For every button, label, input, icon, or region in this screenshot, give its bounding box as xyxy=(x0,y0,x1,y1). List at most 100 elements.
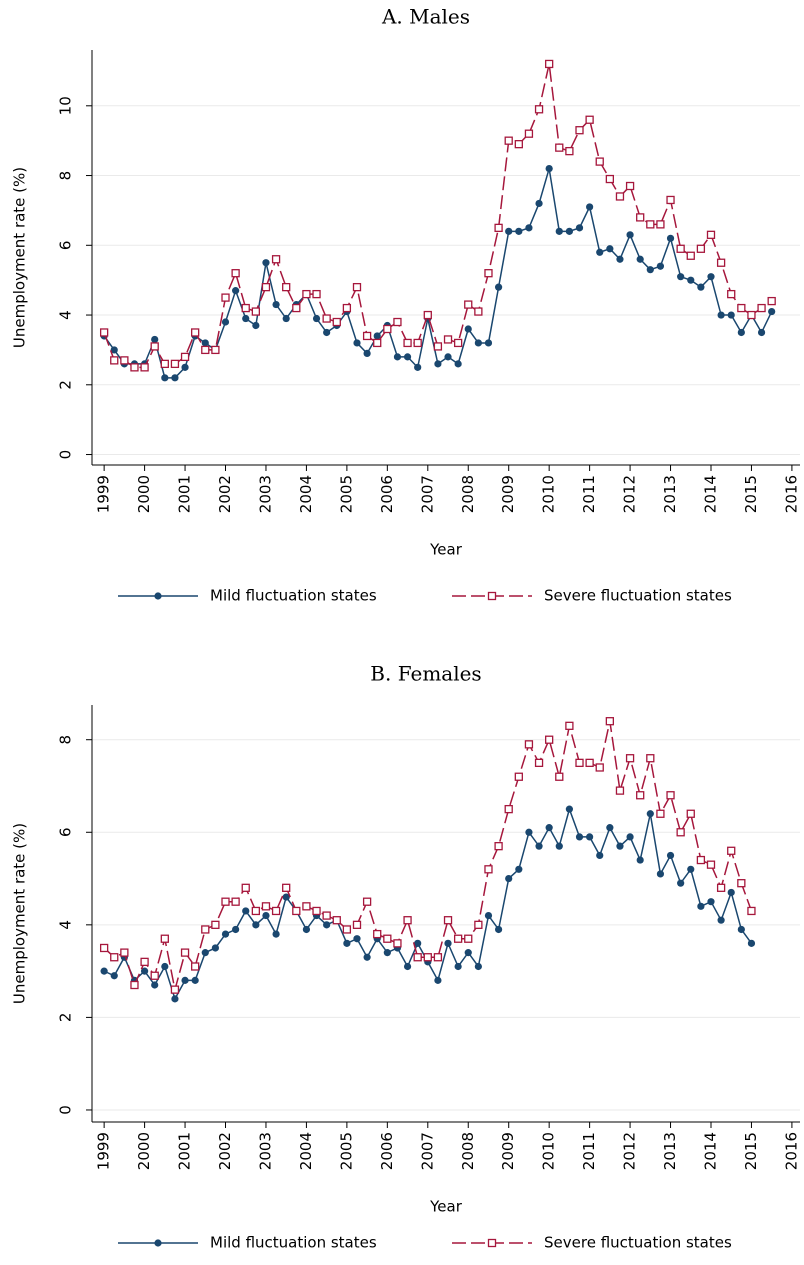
x-tick-label: 2003 xyxy=(256,1132,274,1170)
data-point xyxy=(677,273,685,281)
data-point xyxy=(666,791,675,800)
data-point xyxy=(686,251,695,260)
data-point xyxy=(353,339,361,347)
data-point xyxy=(332,916,341,925)
data-point xyxy=(484,911,493,920)
data-point xyxy=(252,321,260,330)
data-point xyxy=(211,345,220,355)
data-point xyxy=(434,360,442,368)
data-point xyxy=(99,943,109,953)
x-tick-label: 2010 xyxy=(540,475,558,513)
data-point xyxy=(150,342,159,351)
data-point xyxy=(474,307,483,316)
data-point xyxy=(292,906,301,916)
y-axis-label: Unemployment rate (%) xyxy=(11,823,29,1004)
data-point xyxy=(373,929,382,939)
data-point xyxy=(312,289,321,299)
data-point xyxy=(505,227,513,235)
data-point xyxy=(181,976,189,984)
data-point xyxy=(130,363,139,372)
data-point xyxy=(453,934,463,943)
data-point xyxy=(403,962,412,971)
x-tick-label: 2007 xyxy=(418,1132,436,1170)
x-tick-label: 2016 xyxy=(782,475,800,513)
data-point xyxy=(302,925,311,934)
data-point xyxy=(140,363,149,372)
legend-label: Mild fluctuation states xyxy=(210,587,377,605)
data-point xyxy=(464,325,472,333)
data-point xyxy=(615,192,625,201)
data-point xyxy=(434,976,442,984)
data-point xyxy=(596,248,604,256)
data-point xyxy=(242,907,250,915)
data-point xyxy=(272,300,280,309)
legend-label: Severe fluctuation states xyxy=(544,587,732,605)
x-axis-label: Year xyxy=(429,541,463,559)
data-point xyxy=(525,828,533,836)
data-point xyxy=(767,296,776,306)
series-line xyxy=(103,806,753,1001)
data-point xyxy=(352,282,362,292)
data-point xyxy=(261,902,271,911)
data-point xyxy=(696,855,706,865)
x-tick-label: 2001 xyxy=(176,475,194,513)
data-point xyxy=(170,985,180,994)
data-point xyxy=(716,883,726,892)
data-point xyxy=(646,220,655,229)
data-point xyxy=(322,314,331,323)
data-point xyxy=(444,353,452,361)
data-point xyxy=(231,269,240,278)
x-tick-label: 2002 xyxy=(216,475,234,513)
x-tick-label: 2014 xyxy=(701,475,719,513)
legend-marker xyxy=(154,1239,162,1247)
data-point xyxy=(625,181,635,191)
data-point xyxy=(110,953,119,962)
data-point xyxy=(211,944,219,952)
data-point xyxy=(534,105,544,114)
data-point xyxy=(666,195,675,205)
data-point xyxy=(282,282,291,292)
data-point xyxy=(494,925,503,934)
x-tick-label: 2008 xyxy=(459,1132,477,1170)
data-point xyxy=(666,851,675,860)
data-point xyxy=(403,916,412,925)
data-point xyxy=(221,318,230,326)
data-point xyxy=(747,906,756,916)
data-point xyxy=(373,338,382,348)
data-point xyxy=(656,262,665,270)
data-point xyxy=(414,363,422,371)
data-point xyxy=(494,223,503,233)
data-point xyxy=(393,317,402,327)
data-point xyxy=(545,59,554,69)
data-point xyxy=(555,227,563,235)
data-point xyxy=(575,758,584,768)
data-point xyxy=(626,231,634,239)
data-point xyxy=(727,888,735,897)
data-point xyxy=(323,921,331,929)
data-point xyxy=(171,374,179,382)
data-point xyxy=(697,902,705,910)
data-point xyxy=(545,164,553,173)
x-tick-label: 2000 xyxy=(135,1132,153,1170)
data-point xyxy=(363,953,371,961)
x-tick-label: 2013 xyxy=(661,1132,679,1170)
x-tick-label: 2009 xyxy=(499,475,517,513)
data-point xyxy=(413,953,422,962)
data-point xyxy=(646,810,654,818)
data-point xyxy=(232,925,240,934)
data-point xyxy=(232,287,240,295)
data-point xyxy=(707,273,715,281)
data-point xyxy=(444,939,452,947)
data-point xyxy=(727,289,736,299)
data-point xyxy=(555,842,563,850)
data-point xyxy=(322,911,331,920)
data-point xyxy=(191,328,200,337)
data-point xyxy=(535,842,543,850)
data-point xyxy=(130,980,139,990)
data-point xyxy=(605,717,615,726)
data-point xyxy=(312,906,321,916)
data-point xyxy=(716,258,726,267)
x-tick-label: 2006 xyxy=(378,1132,396,1170)
data-point xyxy=(352,920,362,929)
data-point xyxy=(514,140,523,149)
